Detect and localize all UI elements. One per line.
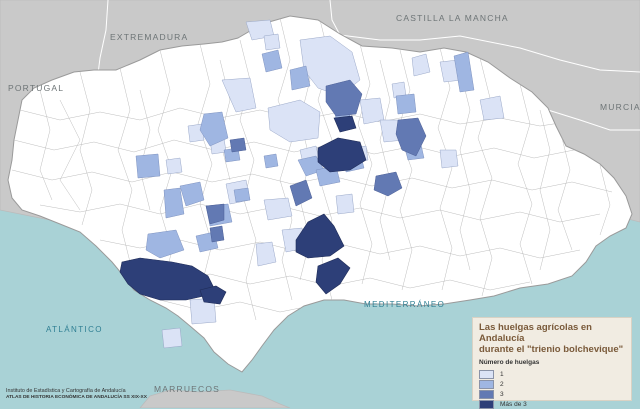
legend-label-4: Más de 3 xyxy=(500,400,527,408)
region-label-castilla-la-mancha: CASTILLA LA MANCHA xyxy=(396,13,509,23)
region-label-portugal: PORTUGAL xyxy=(8,83,64,93)
legend-swatch-2 xyxy=(479,379,494,389)
strikes-class-4 xyxy=(119,115,367,305)
murcia-border xyxy=(547,109,640,131)
credits-institution: Instituto de Estadística y Cartografía d… xyxy=(6,388,126,394)
legend-label-1: 1 xyxy=(500,370,504,378)
credits: Instituto de Estadística y Cartografía d… xyxy=(6,388,147,401)
strikes-class-3 xyxy=(205,79,427,243)
legend-item-3: 3 xyxy=(479,389,625,399)
region-label-marruecos: MARRUECOS xyxy=(154,384,220,394)
legend-label-3: 3 xyxy=(500,390,504,398)
legend-swatch-4 xyxy=(479,399,494,409)
legend-label-2: 2 xyxy=(500,380,504,388)
legend-title: Las huelgas agrícolas en Andalucía duran… xyxy=(479,322,624,355)
legend-swatch-3 xyxy=(479,389,494,399)
legend-item-1: 1 xyxy=(479,369,625,379)
region-label-extremadura: EXTREMADURA xyxy=(110,32,188,42)
municipality-grid xyxy=(11,17,621,321)
map-legend: Las huelgas agrícolas en Andalucía duran… xyxy=(472,317,632,409)
region-label-murcia: MURCIA xyxy=(600,102,640,112)
sea-label-mediterraneo: MEDITERRÁNEO xyxy=(364,300,445,309)
strikes-class-2 xyxy=(135,49,475,259)
legend-subtitle: Número de huelgas xyxy=(479,359,540,366)
sea-label-atlantico: ATLÁNTICO xyxy=(46,325,103,334)
strikes-class-1 xyxy=(161,19,505,349)
credits-atlas: ATLAS DE HISTORIA ECONÓMICA DE ANDALUCÍA… xyxy=(6,395,147,400)
legend-swatch-1 xyxy=(479,369,494,379)
legend-item-2: 2 xyxy=(479,379,625,389)
extremadura-border xyxy=(329,0,640,73)
morocco-landmass xyxy=(139,389,291,408)
